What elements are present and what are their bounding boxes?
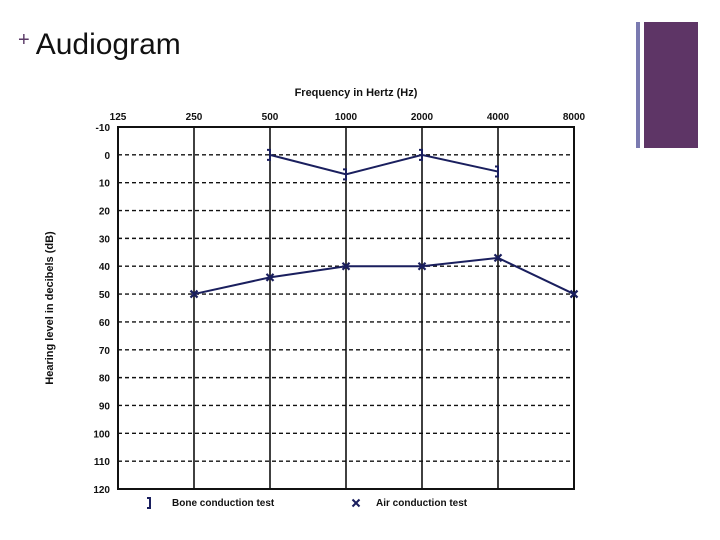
x-tick-label: 2000: [411, 112, 434, 123]
air-conduction-point: [189, 289, 199, 299]
air-conduction-point: [341, 261, 351, 271]
decorative-line: [636, 22, 640, 148]
air-conduction-point: [265, 273, 275, 282]
y-tick-label: 20: [99, 207, 111, 218]
x-tick-label: 4000: [487, 112, 510, 123]
x-tick-label: 500: [262, 112, 279, 123]
slide-title-text: Audiogram: [35, 28, 181, 61]
x-tick-label: 8000: [563, 112, 586, 123]
legend-label: Air conduction test: [376, 498, 468, 509]
series-line: [269, 153, 499, 176]
y-tick-label: 90: [99, 401, 111, 412]
legend-symbol-air: [351, 498, 361, 508]
air-conduction-point: [493, 253, 503, 263]
y-tick-label: 80: [99, 374, 111, 385]
y-tick-label: 60: [99, 318, 111, 329]
bone-conduction-point: [343, 168, 347, 181]
air-conduction-point: [417, 261, 427, 271]
y-tick-label: 50: [99, 290, 111, 301]
x-tick-label: 1000: [335, 112, 358, 123]
y-axis-title: Hearing level in decibels (dB): [44, 231, 56, 385]
legend-label: Bone conduction test: [172, 498, 275, 509]
series-line: [193, 256, 575, 296]
y-tick-label: 40: [99, 262, 111, 273]
bone-conduction-point: [495, 165, 499, 178]
x-tick-label: 125: [110, 112, 127, 123]
air-conduction-point: [569, 289, 579, 299]
plus-icon: +: [18, 29, 30, 51]
y-tick-label: 100: [93, 429, 110, 440]
y-tick-label: 110: [94, 457, 111, 468]
bone-conduction-point: [267, 148, 271, 161]
y-tick-label: 30: [99, 234, 111, 245]
y-tick-label: 70: [99, 346, 111, 357]
y-tick-label: 10: [99, 179, 111, 190]
x-tick-label: 250: [186, 112, 203, 123]
y-tick-label: 120: [93, 485, 110, 496]
y-tick-label: 0: [104, 151, 110, 162]
legend-symbol-bone: [147, 497, 151, 509]
x-axis-title: Frequency in Hertz (Hz): [295, 87, 418, 99]
y-tick-label: -10: [96, 123, 111, 134]
bone-conduction-point: [419, 148, 423, 161]
decorative-block: [644, 22, 698, 148]
slide-title: + Audiogram: [18, 28, 181, 62]
